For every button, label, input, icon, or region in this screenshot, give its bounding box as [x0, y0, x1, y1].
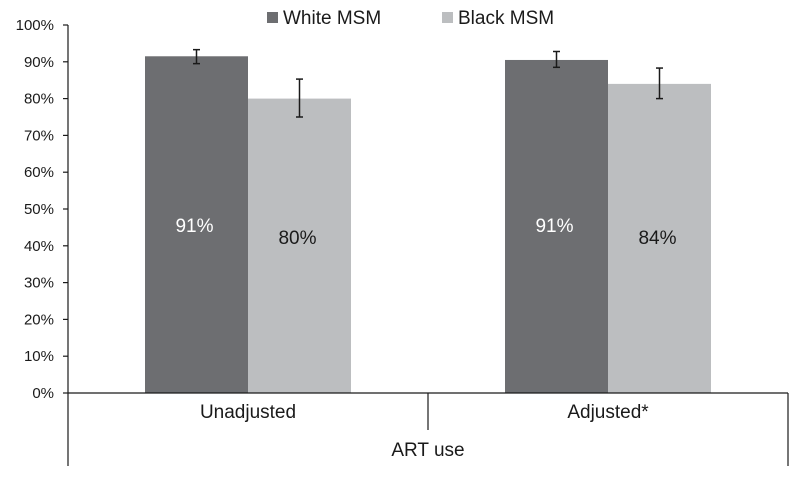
- bar: [608, 83, 711, 393]
- x-axis: Unadjusted Adjusted* ART use: [68, 392, 789, 466]
- bar: [505, 59, 608, 394]
- bar: [248, 98, 351, 393]
- category-label: Adjusted*: [567, 402, 649, 423]
- y-tick-label: 50%: [24, 201, 54, 218]
- y-tick-label: 80%: [24, 91, 54, 108]
- legend-swatch: [442, 12, 453, 23]
- y-tick-label: 60%: [24, 164, 54, 181]
- data-label: 91%: [175, 216, 213, 237]
- legend-label: Black MSM: [458, 8, 554, 29]
- y-tick-label: 0%: [32, 385, 54, 402]
- legend: White MSM Black MSM: [267, 8, 554, 29]
- y-tick-label: 10%: [24, 348, 54, 365]
- category-label: Unadjusted: [200, 402, 296, 423]
- group-label: ART use: [391, 440, 464, 461]
- y-tick-label: 20%: [24, 311, 54, 328]
- data-label: 91%: [535, 216, 573, 237]
- bar: [145, 56, 248, 393]
- legend-swatch: [267, 12, 278, 23]
- data-label: 80%: [278, 228, 316, 249]
- y-tick-label: 70%: [24, 127, 54, 144]
- bars: 91% 91% 80% 84%: [145, 48, 711, 394]
- data-label: 84%: [638, 228, 676, 249]
- y-tick-label: 40%: [24, 238, 54, 255]
- y-tick-label: 30%: [24, 275, 54, 292]
- y-tick-label: 90%: [24, 54, 54, 71]
- y-tick-label: 100%: [16, 17, 54, 34]
- legend-label: White MSM: [283, 8, 381, 29]
- y-axis: 0% 10% 20% 30% 40% 50% 60% 70% 80% 90% 100%: [16, 17, 69, 466]
